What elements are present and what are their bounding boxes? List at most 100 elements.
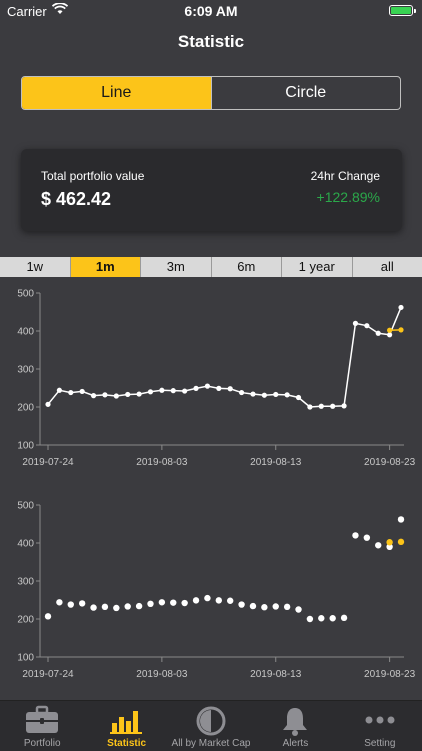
data-point — [364, 323, 369, 328]
data-point — [364, 534, 370, 540]
data-point — [90, 604, 96, 610]
data-point — [181, 600, 187, 606]
data-point — [136, 603, 142, 609]
range-tab-all[interactable]: all — [353, 257, 422, 277]
y-tick-label: 500 — [17, 501, 34, 512]
data-point — [102, 604, 108, 610]
data-point — [170, 599, 176, 605]
bell-icon — [280, 705, 310, 737]
segment-circle[interactable]: Circle — [212, 77, 401, 109]
data-point — [250, 391, 255, 396]
data-point — [57, 388, 62, 393]
data-point — [261, 604, 267, 610]
data-point — [171, 388, 176, 393]
range-tab-1w[interactable]: 1w — [0, 257, 71, 277]
tab-alerts[interactable]: Alerts — [253, 701, 337, 751]
data-point — [113, 605, 119, 611]
change-24h-label: 24hr Change — [311, 169, 380, 183]
data-point — [159, 388, 164, 393]
series-line-0 — [48, 307, 401, 407]
data-point — [148, 389, 153, 394]
data-point — [204, 595, 210, 601]
data-point — [398, 327, 403, 332]
data-point — [352, 532, 358, 538]
chart-style-segmented-control: Line Circle — [21, 76, 401, 110]
x-tick-label: 2019-07-24 — [22, 669, 74, 680]
data-point — [147, 601, 153, 607]
change-24h-value: +122.89% — [317, 189, 380, 205]
data-point — [295, 606, 301, 612]
data-point — [285, 392, 290, 397]
y-tick-label: 400 — [17, 327, 34, 338]
data-point — [273, 392, 278, 397]
data-point — [45, 613, 51, 619]
battery-icon — [389, 5, 413, 16]
tab-portfolio[interactable]: Portfolio — [0, 701, 84, 751]
clock: 6:09 AM — [0, 3, 422, 19]
data-point — [387, 332, 392, 337]
tab-label: Statistic — [84, 738, 168, 749]
data-point — [68, 601, 74, 607]
data-point — [216, 597, 222, 603]
data-point — [341, 403, 346, 408]
tab-statistic[interactable]: Statistic — [84, 701, 168, 751]
tab-setting[interactable]: Setting — [338, 701, 422, 751]
data-point — [398, 516, 404, 522]
y-tick-label: 400 — [17, 539, 34, 550]
portfolio-summary-card: Total portfolio value $ 462.42 24hr Chan… — [21, 149, 402, 231]
y-tick-label: 300 — [17, 365, 34, 376]
data-point — [56, 599, 62, 605]
data-point — [193, 386, 198, 391]
data-point — [68, 390, 73, 395]
data-point — [80, 389, 85, 394]
segment-line[interactable]: Line — [22, 77, 212, 109]
tab-label: Setting — [338, 738, 422, 749]
tab-label: Portfolio — [0, 738, 84, 749]
x-tick-label: 2019-08-23 — [364, 457, 416, 468]
data-point — [250, 603, 256, 609]
more-icon — [362, 705, 398, 735]
data-point — [318, 615, 324, 621]
range-tab-6m[interactable]: 6m — [212, 257, 283, 277]
data-point — [102, 392, 107, 397]
data-point — [216, 386, 221, 391]
range-tab-3m[interactable]: 3m — [141, 257, 212, 277]
data-point — [386, 539, 392, 545]
data-point — [227, 598, 233, 604]
tab-label: Alerts — [253, 738, 337, 749]
y-tick-label: 200 — [17, 403, 34, 414]
status-bar: Carrier 6:09 AM — [0, 0, 422, 22]
data-point — [341, 615, 347, 621]
y-tick-label: 300 — [17, 577, 34, 588]
data-point — [273, 603, 279, 609]
data-point — [125, 603, 131, 609]
page-title: Statistic — [0, 32, 422, 52]
data-point — [319, 404, 324, 409]
x-tick-label: 2019-08-13 — [250, 457, 302, 468]
data-point — [398, 305, 403, 310]
data-point — [307, 616, 313, 622]
briefcase-icon — [24, 705, 60, 735]
half-circle-icon — [195, 705, 227, 737]
data-point — [284, 604, 290, 610]
data-point — [114, 393, 119, 398]
x-tick-label: 2019-07-24 — [22, 457, 74, 468]
x-tick-label: 2019-08-03 — [136, 669, 188, 680]
data-point — [387, 328, 392, 333]
data-point — [376, 331, 381, 336]
data-point — [307, 404, 312, 409]
data-point — [238, 601, 244, 607]
tab-all-by-market-cap[interactable]: All by Market Cap — [169, 701, 253, 751]
range-tab-1year[interactable]: 1 year — [282, 257, 353, 277]
data-point — [45, 402, 50, 407]
data-point — [125, 392, 130, 397]
data-point — [330, 404, 335, 409]
data-point — [205, 384, 210, 389]
tab-bar: Portfolio Statistic All by Market Cap Al… — [0, 700, 422, 751]
data-point — [353, 321, 358, 326]
tab-label: All by Market Cap — [169, 738, 253, 749]
data-point — [375, 542, 381, 548]
range-tab-1m[interactable]: 1m — [71, 257, 142, 277]
